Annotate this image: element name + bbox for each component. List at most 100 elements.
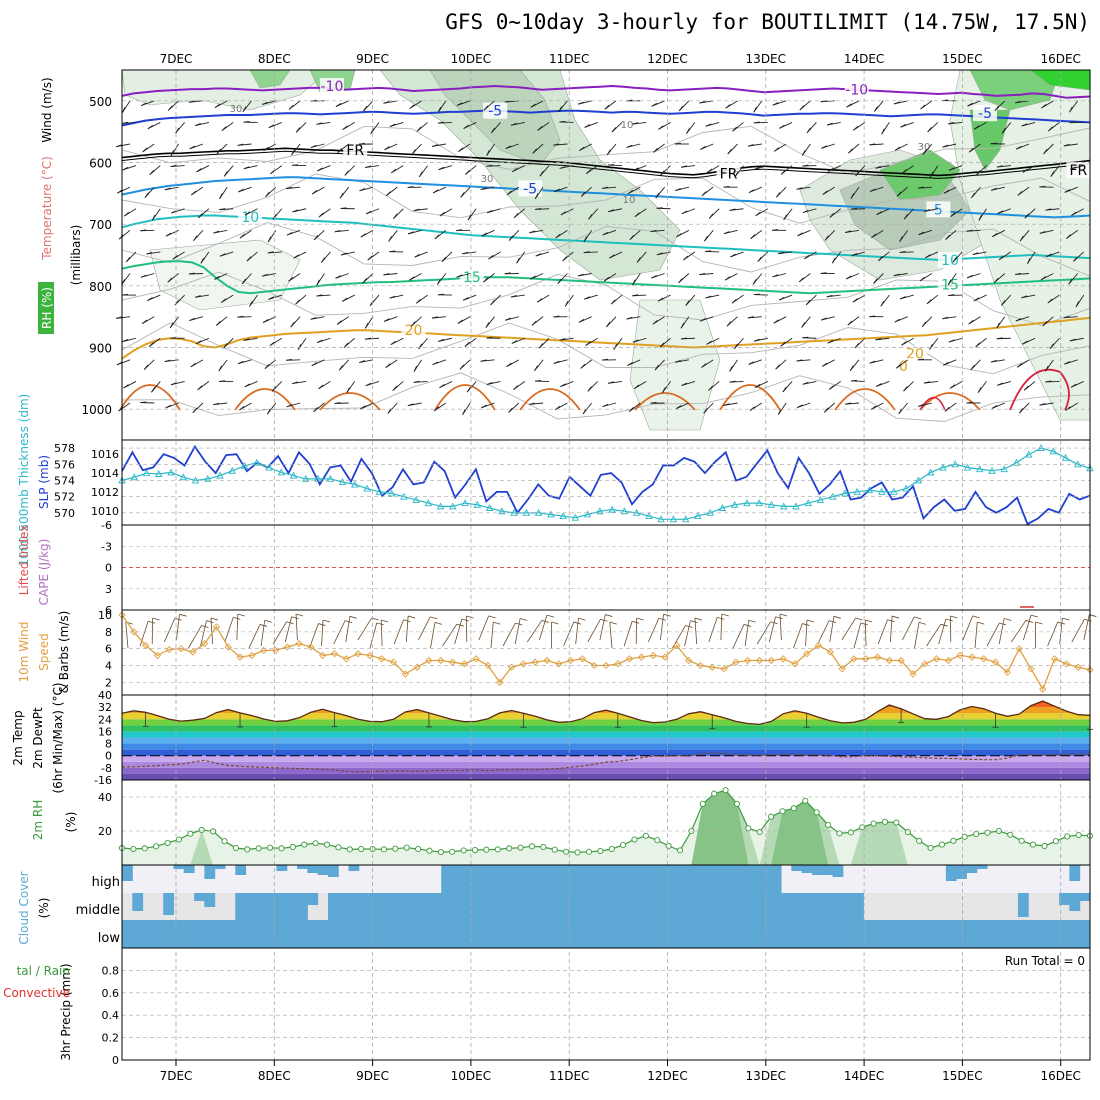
barb-flag xyxy=(335,275,342,279)
wind10m-barb xyxy=(623,621,633,647)
wind10m-barb xyxy=(647,618,660,643)
barb-flag xyxy=(393,213,398,219)
barb-flag xyxy=(243,121,250,123)
wind10m-barb xyxy=(369,622,378,649)
barb-flag xyxy=(601,186,609,189)
barb-flag xyxy=(340,252,347,256)
wind10m-barb-flag xyxy=(520,618,528,621)
barb-flag xyxy=(1016,363,1023,368)
isotherm-label-bg-14 xyxy=(903,345,928,362)
wind10m-barb-flag xyxy=(493,621,501,625)
cloud-middle-bar xyxy=(554,893,566,920)
barb-flag xyxy=(579,146,585,151)
barb-flag xyxy=(585,341,591,346)
barb-flag xyxy=(632,339,639,343)
barb-flag xyxy=(505,317,511,321)
barb-flag xyxy=(675,187,682,191)
rh-marker xyxy=(597,848,604,855)
wind10m-barb xyxy=(454,618,463,645)
barb-flag xyxy=(243,338,250,341)
wind10m-barb-flag xyxy=(865,619,873,623)
cloud-middle-bar xyxy=(276,893,288,920)
barb-flag xyxy=(924,254,931,259)
barb-flag xyxy=(413,208,420,212)
thickness-marker xyxy=(387,489,396,497)
barb-flag xyxy=(407,231,414,235)
cloud-high-bar xyxy=(183,865,195,873)
wind10m-barb xyxy=(864,620,867,647)
rh-marker xyxy=(950,837,957,844)
date-top-9DEC: 9DEC xyxy=(356,52,389,66)
cloud-high-bar xyxy=(719,865,731,893)
thickness-marker xyxy=(571,513,580,521)
barb-flag xyxy=(511,168,518,173)
rh-marker xyxy=(973,831,980,838)
slp-tick-1016: 1016 xyxy=(91,448,119,461)
cloud-middle-bar xyxy=(472,893,483,920)
ylabel-rh: RH (%) xyxy=(40,287,54,329)
barb-flag xyxy=(538,343,544,349)
barb-flag xyxy=(358,142,366,145)
barb-flag xyxy=(633,167,639,171)
barb-flag xyxy=(384,146,390,151)
barb-flag xyxy=(508,407,513,413)
barb-flag xyxy=(1024,213,1030,219)
barb-flag xyxy=(583,251,590,254)
barb-flag xyxy=(1015,100,1022,104)
barb-flag xyxy=(678,278,683,284)
barb-flag xyxy=(343,342,349,348)
barb-flag xyxy=(602,231,609,236)
barb-flag xyxy=(364,322,369,329)
temp-tick-8: 8 xyxy=(105,738,112,751)
barb-flag xyxy=(699,100,706,104)
cloud-middle-bar xyxy=(708,893,720,920)
cloud-middle-bar xyxy=(739,893,751,920)
barb-flag xyxy=(367,255,373,261)
isotherm-label-bg-2 xyxy=(483,102,508,119)
barb-flag xyxy=(1045,208,1052,211)
thickness-marker xyxy=(302,474,310,482)
wind-speed-marker xyxy=(378,655,386,663)
wind-speed-marker xyxy=(307,643,315,651)
rh-contour-2 xyxy=(121,222,1091,277)
cloud-middle-bar xyxy=(204,893,216,907)
barb-flag xyxy=(409,276,415,281)
panel-bg-wind xyxy=(122,610,1090,695)
barb-flag xyxy=(510,122,517,126)
barb-flag xyxy=(490,299,495,306)
rh-marker xyxy=(141,845,148,852)
cloud-middle-bar xyxy=(698,893,710,920)
barb-flag xyxy=(463,124,469,129)
rh-marker xyxy=(1052,838,1059,845)
temp-band-7 xyxy=(122,731,1090,738)
barb-flag xyxy=(169,322,174,329)
rh-marker xyxy=(380,846,387,853)
barb-flag xyxy=(685,300,690,306)
wind-speed-marker xyxy=(814,641,823,649)
rh-marker xyxy=(642,832,649,839)
thickness-marker xyxy=(926,468,935,476)
date-top-7DEC: 7DEC xyxy=(160,52,193,66)
cloud-high-bar xyxy=(575,865,586,893)
thickness-marker xyxy=(792,502,800,510)
barb-flag xyxy=(197,385,203,391)
barb-flag xyxy=(747,144,754,147)
barb-flag xyxy=(821,145,827,149)
wind10m-barb xyxy=(609,622,613,649)
wind-tick-8: 8 xyxy=(105,626,112,639)
barb-flag xyxy=(659,342,665,348)
barb-flag xyxy=(880,300,885,307)
rh-marker xyxy=(323,841,331,848)
wind-speed-marker xyxy=(236,653,244,661)
cloud-high-bar xyxy=(657,865,669,893)
barb-flag xyxy=(516,257,520,264)
date-bottom-7DEC: 7DEC xyxy=(160,1069,193,1083)
barb-flag xyxy=(213,230,220,234)
wind10m-barb-flag xyxy=(694,617,702,621)
barb-flag xyxy=(943,361,949,366)
wind-speed-marker xyxy=(1015,645,1023,653)
barb-flag xyxy=(778,251,785,255)
wind10m-barb-flag xyxy=(802,623,810,626)
barb-flag xyxy=(680,337,687,340)
cloud-high-bar xyxy=(327,865,339,877)
